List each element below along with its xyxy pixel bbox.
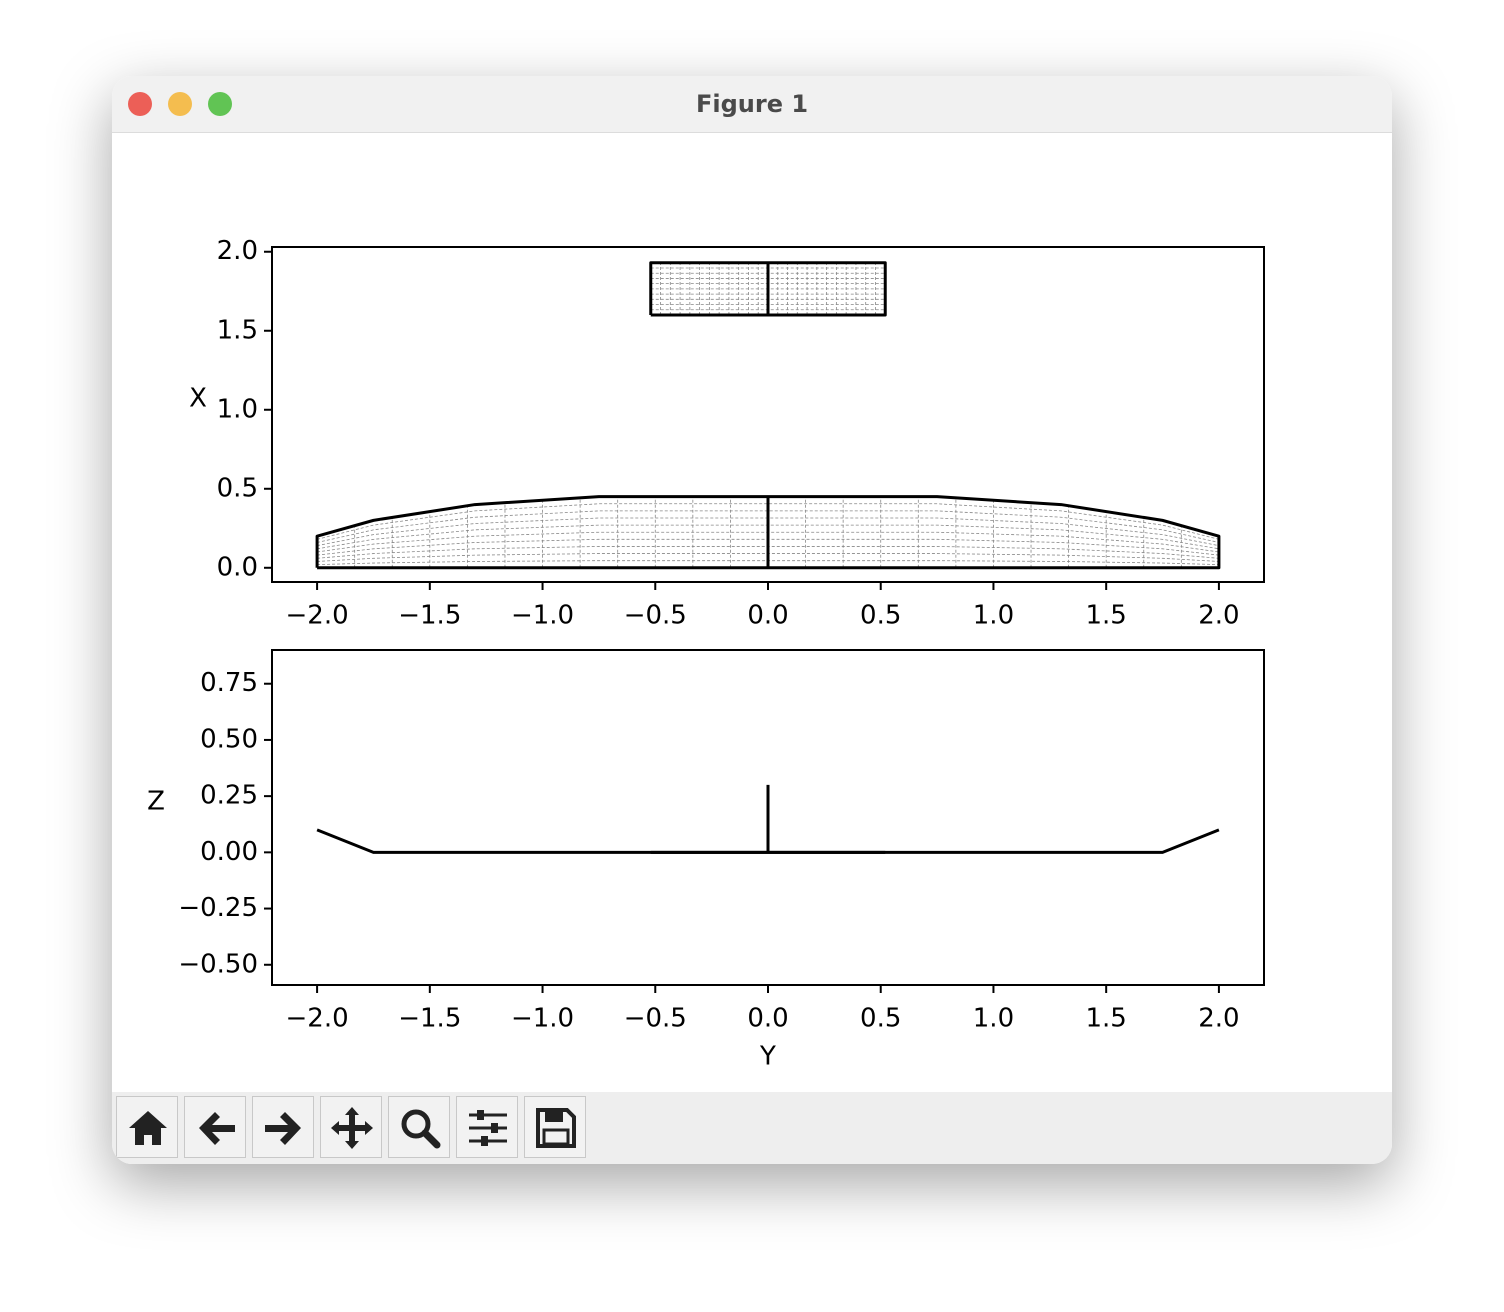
x-tick-label: −1.0 <box>511 1004 574 1034</box>
y-tick-label: 2.0 <box>217 236 258 266</box>
x-tick-label: 0.0 <box>747 1004 788 1034</box>
window: Figure 1 −2.0 −1.5 −1.0 −0.5 0.0 0.5 1.0 1.5 2.0… <box>112 76 1392 1164</box>
x-tick-label: 2.0 <box>1198 1004 1239 1034</box>
configure-button[interactable] <box>456 1096 518 1158</box>
y-tick-label: 0.75 <box>200 668 258 698</box>
title-bar: Figure 1 <box>112 76 1392 133</box>
y-tick-label: −0.25 <box>178 893 258 923</box>
x-tick-label: 1.0 <box>973 1004 1014 1034</box>
figure: −2.0 −1.5 −1.0 −0.5 0.0 0.5 1.0 1.5 2.0 0.0 0.5 1.0… <box>147 236 1265 1072</box>
x-tick-label: −0.5 <box>624 601 687 631</box>
x-tick-label: −1.5 <box>398 1004 461 1034</box>
y-axis-label: Z <box>147 787 165 817</box>
y-axis-label: X <box>189 384 207 414</box>
close-button[interactable] <box>128 92 152 116</box>
zoom-button[interactable] <box>208 92 232 116</box>
window-title: Figure 1 <box>695 90 809 118</box>
mesh-line <box>317 510 1219 543</box>
x-tick-label: −0.5 <box>624 1004 687 1034</box>
x-tick-label: −1.5 <box>398 601 461 631</box>
x-tick-label: −2.0 <box>286 1004 349 1034</box>
x-tick-label: 0.5 <box>860 601 901 631</box>
y-tick-label: 1.0 <box>217 394 258 424</box>
y-tick-label: −0.50 <box>178 949 258 979</box>
y-tick-label: 0.00 <box>200 837 258 867</box>
save-button[interactable] <box>524 1096 586 1158</box>
y-tick-label: 1.5 <box>217 315 258 345</box>
back-button[interactable] <box>184 1096 246 1158</box>
y-tick-label: 0.50 <box>200 724 258 754</box>
minimize-button[interactable] <box>168 92 192 116</box>
y-tick-label: 0.0 <box>217 552 258 582</box>
zoom-tool-button[interactable] <box>388 1096 450 1158</box>
x-tick-label: −1.0 <box>511 601 574 631</box>
series-line <box>649 261 887 317</box>
y-tick-label: 0.25 <box>200 781 258 811</box>
x-tick-label: 1.5 <box>1086 601 1127 631</box>
x-tick-label: 0.0 <box>747 601 788 631</box>
series-line <box>315 495 1221 570</box>
toolbar <box>112 1092 1392 1164</box>
pan-button[interactable] <box>320 1096 382 1158</box>
y-tick-label: 0.5 <box>217 473 258 503</box>
home-button[interactable] <box>116 1096 178 1158</box>
x-tick-label: −2.0 <box>286 601 349 631</box>
x-tick-label: 0.5 <box>860 1004 901 1034</box>
forward-button[interactable] <box>252 1096 314 1158</box>
x-axis-label: Y <box>759 1042 776 1072</box>
x-tick-label: 1.0 <box>973 601 1014 631</box>
mesh-line <box>316 503 1220 540</box>
x-tick-label: 1.5 <box>1086 1004 1127 1034</box>
x-tick-label: 2.0 <box>1198 601 1239 631</box>
